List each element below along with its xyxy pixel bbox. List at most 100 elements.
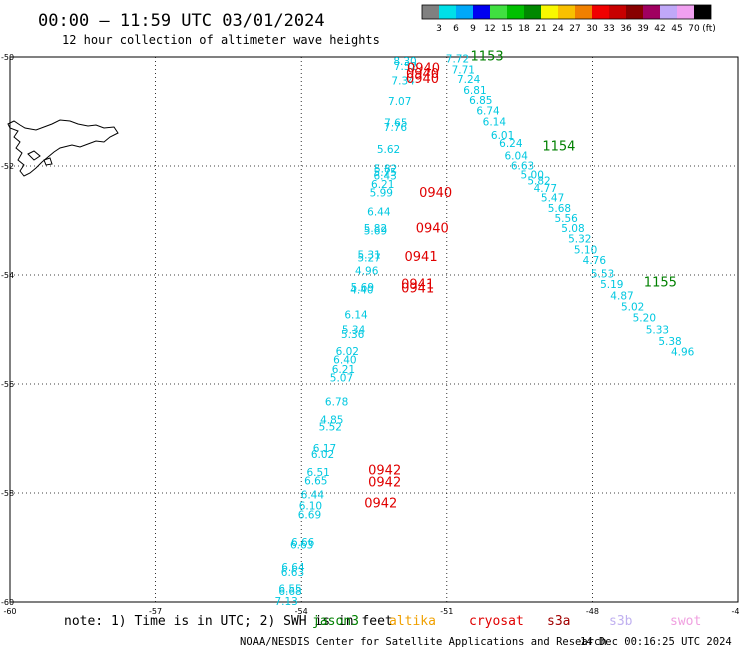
colorbar-swatch [694, 5, 711, 19]
x-tick-label: -57 [149, 607, 162, 616]
colorbar-swatch [507, 5, 524, 19]
wave-height-label: 5.69 [351, 282, 374, 294]
x-tick-label: -54 [295, 607, 308, 616]
wave-height-label: 5.82 [527, 175, 550, 187]
wave-height-label: 5.99 [370, 187, 393, 199]
wave-height-label: 5.32 [568, 234, 591, 246]
colorbar-label: 33 [603, 24, 614, 34]
legend-item-s3b: s3b [609, 614, 633, 629]
wave-height-label: 6.02 [311, 449, 334, 461]
wave-height-label: 7.65 [384, 117, 407, 129]
time-label: 0942 [368, 464, 401, 479]
colorbar-label: 12 [484, 24, 495, 34]
time-label: 0940 [419, 186, 452, 201]
colorbar-swatch [422, 5, 439, 19]
wave-height-label: 6.10 [299, 501, 322, 513]
wave-height-label: 7.07 [388, 96, 411, 108]
time-label: 0942 [364, 496, 397, 511]
wave-height-label: 7.24 [457, 74, 481, 86]
colorbar-label: 18 [518, 24, 530, 34]
wave-height-label: 4.76 [583, 255, 607, 267]
wave-height-label: 7.52 [394, 61, 417, 73]
legend-item-swot: swot [670, 614, 701, 629]
wave-height-label: 7.71 [452, 65, 475, 77]
x-tick-label: -48 [586, 607, 599, 616]
falkland-islets-outline [27, 150, 53, 166]
wave-height-label: 7.13 [274, 596, 297, 608]
legend-note: note: 1) Time is in UTC; 2) SWH is in fe… [64, 614, 393, 629]
time-label: 0940 [416, 222, 449, 237]
wave-height-label: 5.62 [377, 144, 400, 156]
wave-height-label: 5.38 [658, 336, 681, 348]
colorbar-label: (ft) [702, 24, 716, 34]
wave-height-label: 6.85 [469, 95, 492, 107]
colorbar-swatch [439, 5, 456, 19]
wave-height-label: 6.02 [336, 346, 359, 358]
wave-height-label: 6.44 [367, 206, 391, 218]
y-tick-label: -60 [1, 598, 14, 607]
colorbar-label: 45 [671, 24, 682, 34]
wave-height-label: 5.20 [633, 313, 656, 325]
wave-height-label: 7.76 [384, 122, 408, 134]
wave-height-label: 6.63 [281, 567, 304, 579]
wave-height-label: 6.55 [278, 583, 301, 595]
wave-height-label: 6.21 [332, 364, 355, 376]
wave-height-label: 6.24 [499, 138, 523, 150]
colorbar-swatch [541, 5, 558, 19]
y-tick-label: -56 [1, 380, 14, 389]
colorbar-label: 9 [470, 24, 476, 34]
time-label: 1153 [471, 50, 504, 65]
wave-height-label: 6.01 [491, 130, 514, 142]
footer-credit: NOAA/NESDIS Center for Satellite Applica… [240, 636, 607, 648]
x-tick-label: -45 [731, 607, 740, 616]
wave-height-label: 6.74 [476, 106, 500, 118]
time-label: 0940 [406, 72, 439, 87]
colorbar-swatch [609, 5, 626, 19]
wave-height-label: 5.82 [374, 163, 397, 175]
colorbar-label: 24 [552, 24, 564, 34]
colorbar-swatch [643, 5, 660, 19]
wave-height-label: 6.68 [278, 586, 301, 598]
colorbar-swatch [660, 5, 677, 19]
colorbar-swatch [575, 5, 592, 19]
wave-height-label: 6.78 [325, 397, 348, 409]
colorbar-label: 6 [453, 24, 459, 34]
wave-height-label: 4.77 [534, 183, 557, 195]
wave-height-label: 6.04 [505, 151, 529, 163]
chart-subtitle: 12 hour collection of altimeter wave hei… [62, 33, 380, 47]
time-label: 0941 [401, 277, 434, 292]
wave-height-label: 5.07 [330, 373, 353, 385]
x-tick-label: -60 [3, 607, 16, 616]
wave-height-label: 5.69 [364, 225, 387, 237]
wave-height-label: 5.27 [357, 253, 380, 265]
colorbar-label: 36 [620, 24, 632, 34]
wave-height-label: 6.64 [281, 562, 305, 574]
wave-height-label: 8.30 [393, 56, 416, 68]
grid-lines [9, 56, 739, 603]
wave-height-label: 5.53 [591, 268, 614, 280]
colorbar-swatch [626, 5, 643, 19]
colorbar-swatch [456, 5, 473, 19]
wave-height-label: 4.85 [320, 415, 343, 427]
wave-height-label: 6.43 [373, 170, 396, 182]
wave-height-label: 5.36 [341, 329, 365, 341]
wave-height-label: 4.87 [610, 290, 633, 302]
wave-height-label: 5.31 [357, 249, 380, 261]
wave-height-label: 5.82 [364, 223, 387, 235]
wave-height-label: 5.34 [342, 325, 366, 337]
wave-height-label: 7.72 [446, 54, 469, 66]
colorbar-label: 39 [637, 24, 649, 34]
wave-height-label: 6.66 [291, 537, 315, 549]
data-points: 8.307.527.347.077.657.765.625.825.756.43… [274, 50, 694, 609]
wave-height-label: 6.17 [313, 443, 336, 455]
legend-item-altika: altika [389, 614, 436, 629]
legend-item-jason3: jason3 [312, 614, 359, 629]
plot-frame [9, 56, 739, 603]
wave-height-label: 5.00 [521, 169, 544, 181]
footer-timestamp: 14 Dec 00:16:25 UTC 2024 [580, 636, 732, 648]
wave-height-label: 5.75 [373, 167, 396, 179]
wave-height-label: 7.34 [391, 76, 415, 88]
time-label: 0941 [401, 282, 434, 297]
wave-height-label: 6.69 [298, 509, 321, 521]
time-label: 0941 [405, 250, 438, 265]
